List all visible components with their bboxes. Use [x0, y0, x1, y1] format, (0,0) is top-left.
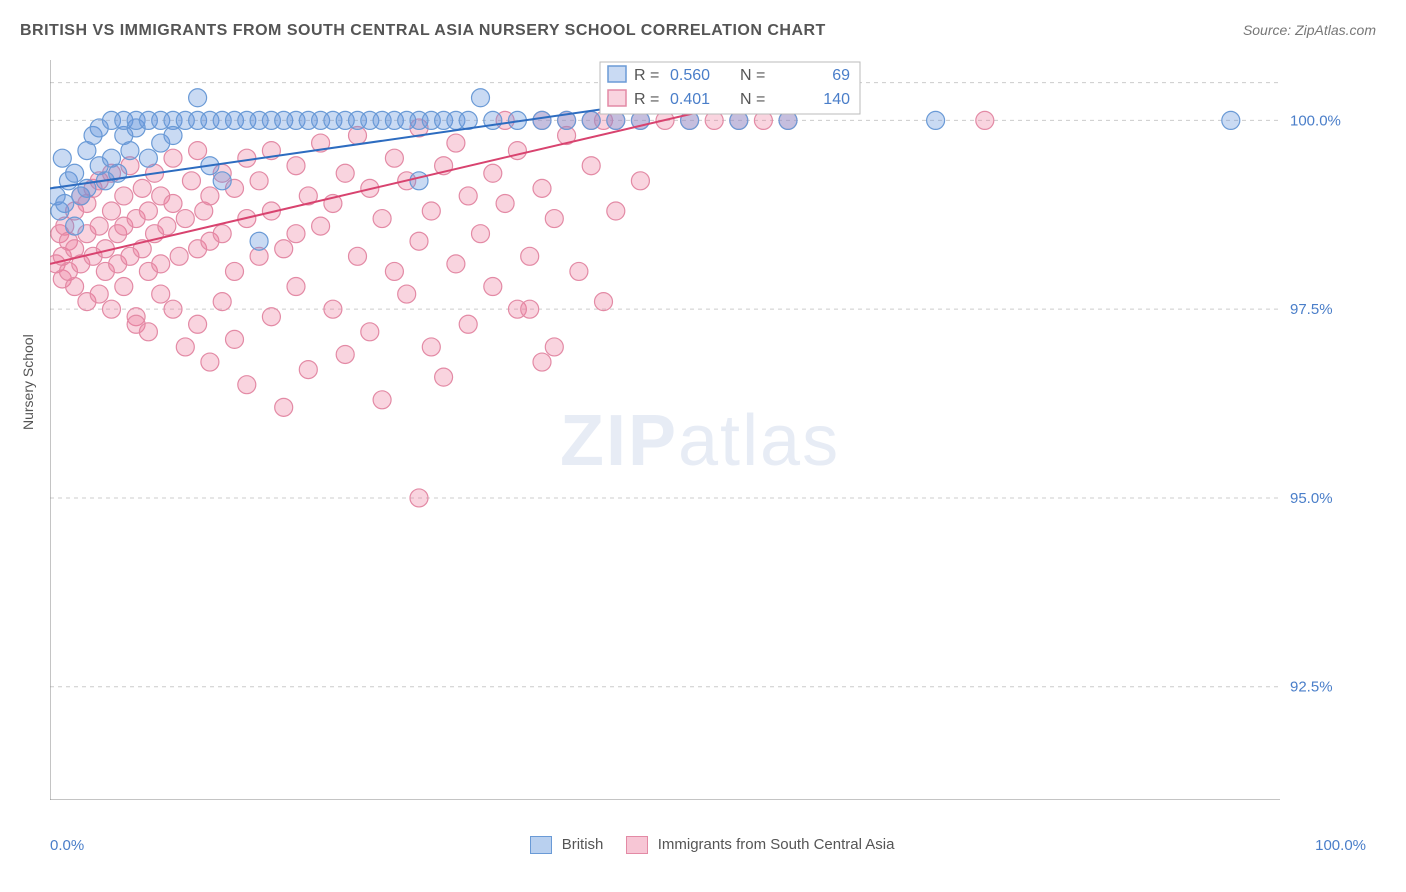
svg-text:N =: N =	[740, 67, 765, 84]
svg-text:0.560: 0.560	[670, 67, 710, 84]
legend-swatch-british	[530, 836, 552, 854]
svg-text:69: 69	[832, 67, 850, 84]
svg-text:100.0%: 100.0%	[1290, 112, 1341, 129]
scatter-chart: 92.5% 95.0% 97.5% 100.0% R = 0.560 N = 69 R = 0.4…	[50, 60, 1360, 800]
bottom-legend: British Immigrants from South Central As…	[0, 836, 1406, 854]
legend-label-immigrants: Immigrants from South Central Asia	[658, 836, 895, 853]
svg-text:0.401: 0.401	[670, 91, 710, 108]
chart-title: BRITISH VS IMMIGRANTS FROM SOUTH CENTRAL…	[20, 22, 826, 40]
legend-label-british: British	[562, 836, 604, 853]
svg-text:140: 140	[823, 91, 850, 108]
svg-text:R =: R =	[634, 91, 659, 108]
svg-text:N =: N =	[740, 91, 765, 108]
svg-text:97.5%: 97.5%	[1290, 301, 1333, 318]
y-axis-label: Nursery School	[20, 334, 36, 430]
legend-swatch-immigrants	[626, 836, 648, 854]
svg-text:95.0%: 95.0%	[1290, 490, 1333, 507]
chart-svg: 92.5% 95.0% 97.5% 100.0% R = 0.560 N = 69 R = 0.4…	[50, 60, 1360, 800]
svg-text:R =: R =	[634, 67, 659, 84]
source-attribution: Source: ZipAtlas.com	[1243, 22, 1376, 38]
svg-text:92.5%: 92.5%	[1290, 679, 1333, 696]
